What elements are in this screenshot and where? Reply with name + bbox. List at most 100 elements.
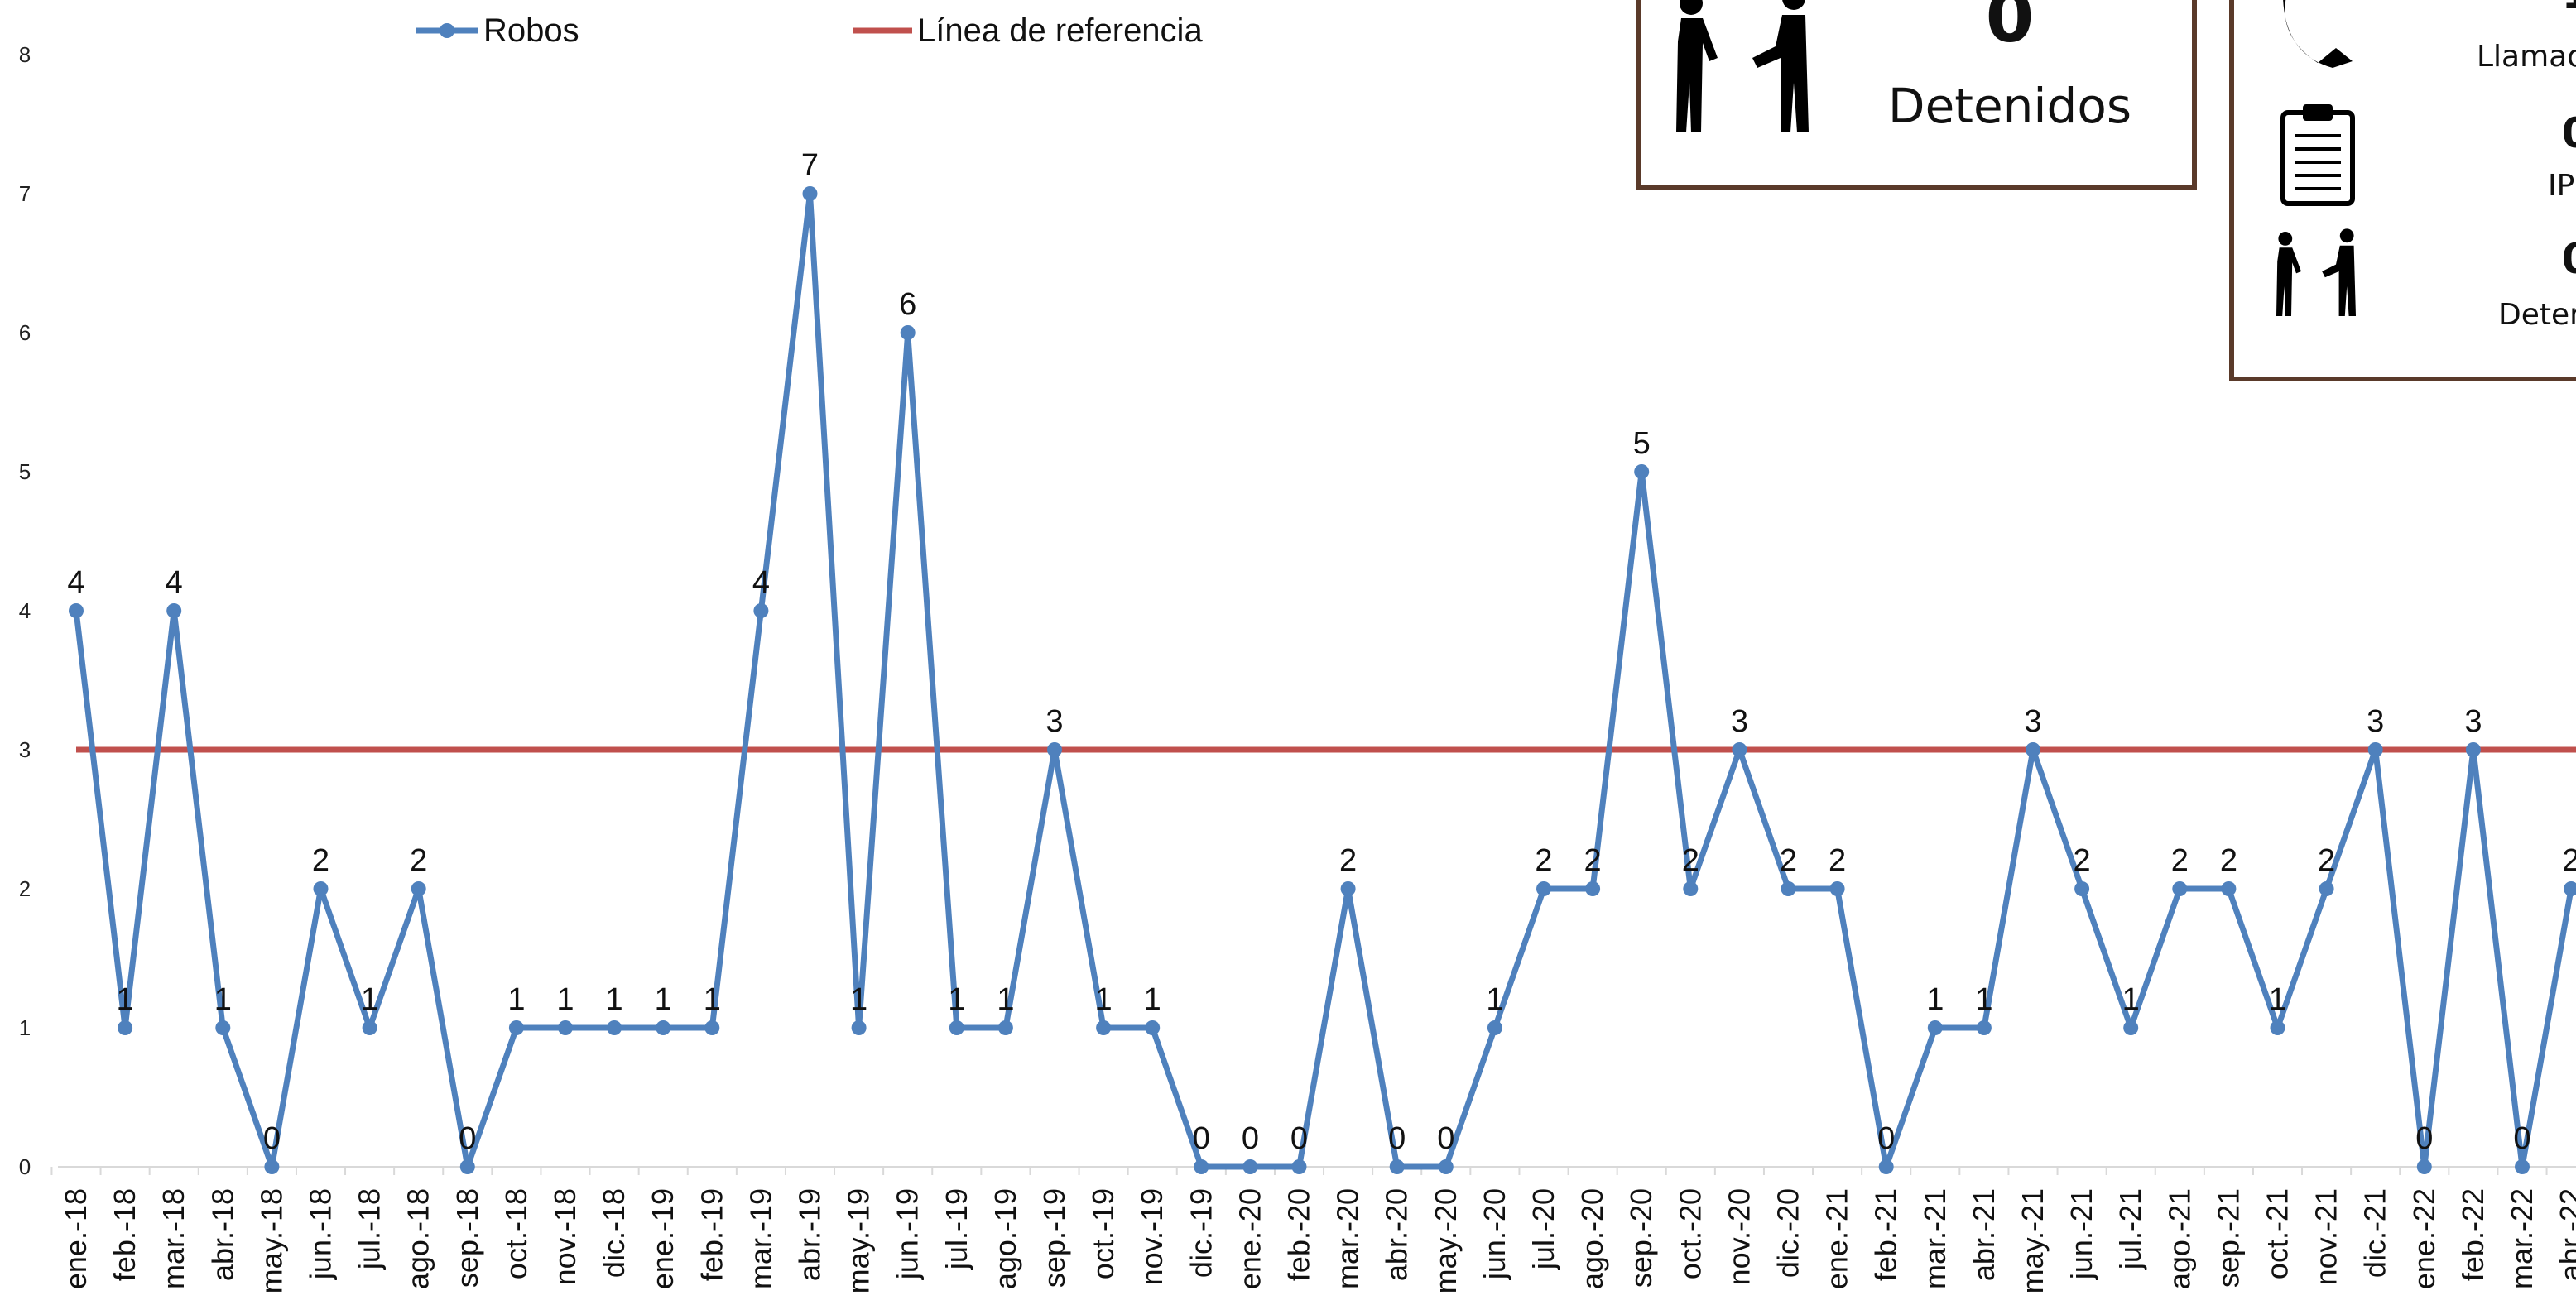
x-tick-label: dic.-21 (2358, 1188, 2392, 1278)
x-tick-label: sep.-21 (2211, 1188, 2245, 1288)
series-line-robos (73, 190, 2574, 1170)
data-point (2465, 742, 2481, 757)
x-tick-label: jun.-18 (304, 1188, 338, 1280)
data-point (264, 1159, 280, 1174)
x-tick-label: jun.-20 (1478, 1188, 1511, 1280)
data-label: 2 (410, 843, 427, 878)
x-tick-label: sep.-18 (450, 1188, 484, 1288)
x-tick-label: feb.-21 (1869, 1188, 1903, 1281)
axes-layer: 0 1 2 3 4 5 6 7 8 (19, 42, 2576, 1179)
y-tick-label: 6 (19, 320, 31, 345)
detenidos-label: Detenidos (1888, 78, 2131, 134)
data-point (1438, 1159, 1454, 1174)
series-layer (69, 186, 2576, 1174)
data-label: 2 (2074, 843, 2091, 878)
y-tick-label: 1 (19, 1015, 31, 1040)
data-label: 0 (1877, 1121, 1895, 1156)
data-label: 0 (1193, 1121, 1210, 1156)
legend-robos-label: Robos (483, 12, 579, 49)
data-point (2221, 881, 2237, 896)
x-tick-label: ene.-22 (2407, 1188, 2441, 1289)
arrest-icon (1676, 0, 1809, 132)
data-label: 0 (2513, 1121, 2530, 1156)
data-label: 1 (1926, 982, 1944, 1017)
data-label: 0 (263, 1121, 281, 1156)
y-tick-label: 2 (19, 876, 31, 901)
summary-row-3-label: Deten (2498, 298, 2576, 332)
data-point (753, 603, 769, 618)
data-point (1585, 881, 1601, 896)
data-label: 1 (214, 982, 232, 1017)
x-tick-label: dic.-18 (597, 1188, 631, 1278)
x-tick-label: abr.-20 (1380, 1188, 1414, 1281)
data-label: 1 (606, 982, 623, 1017)
y-tick-label: 3 (19, 737, 31, 762)
data-point (2416, 1159, 2432, 1174)
x-tick-label: abr.-19 (793, 1188, 827, 1281)
data-point (1145, 1020, 1161, 1035)
x-tick-label: nov.-18 (548, 1188, 582, 1285)
x-tick-label: sep.-20 (1624, 1188, 1658, 1288)
data-point (558, 1020, 573, 1035)
x-tick-label: feb.-18 (108, 1188, 142, 1281)
data-label: 0 (1437, 1121, 1454, 1156)
x-tick-label: jul.-18 (353, 1188, 387, 1270)
x-tick-label: ago.-20 (1575, 1188, 1609, 1289)
x-tick-label: oct.-19 (1086, 1188, 1120, 1279)
detenidos-card: 0 Detenidos (1636, 0, 2197, 190)
x-tick-label: ene.-20 (1233, 1188, 1266, 1289)
x-tick-label: mar.-22 (2505, 1188, 2539, 1289)
data-point (2123, 1020, 2139, 1035)
summary-row-3-value: 0 (2562, 235, 2576, 283)
data-label: 1 (997, 982, 1014, 1017)
data-label: 6 (899, 287, 916, 322)
data-point (1927, 1020, 1943, 1035)
data-label: 0 (2415, 1121, 2433, 1156)
x-tick-label: jun.-19 (891, 1188, 925, 1280)
data-point (2074, 881, 2090, 896)
data-label: 0 (1290, 1121, 1308, 1156)
x-tick-label: nov.-21 (2309, 1188, 2343, 1285)
data-label: 2 (2171, 843, 2189, 878)
summary-row-1-label: Llamad (2477, 40, 2576, 74)
x-tick-label: feb.-22 (2456, 1188, 2490, 1281)
x-tick-label: feb.-19 (694, 1188, 728, 1281)
data-label: 2 (312, 843, 329, 878)
data-point (1194, 1159, 1209, 1174)
data-label: 1 (556, 982, 574, 1017)
x-tick-label: abr.-18 (205, 1188, 239, 1281)
x-tick-label: jul.-19 (940, 1188, 973, 1270)
data-label: 2 (2318, 843, 2335, 878)
x-tick-label: jul.-21 (2113, 1188, 2147, 1270)
x-tick-label: jun.-21 (2064, 1188, 2098, 1280)
data-point (1291, 1159, 1307, 1174)
x-tick-label: abr.-22 (2554, 1188, 2576, 1281)
x-tick-label: ago.-21 (2162, 1188, 2196, 1289)
data-label: 2 (1339, 843, 1357, 878)
x-tick-label: ago.-19 (988, 1188, 1022, 1289)
data-label: 1 (850, 982, 867, 1017)
y-tick-label: 4 (19, 598, 31, 623)
data-point (1242, 1159, 1258, 1174)
data-label: 2 (1682, 843, 1699, 878)
data-point (802, 186, 818, 201)
x-tick-label: may.-21 (2016, 1188, 2050, 1293)
y-tick-label: 0 (19, 1154, 31, 1179)
data-point (459, 1159, 475, 1174)
data-label: 1 (2122, 982, 2140, 1017)
data-label: 7 (801, 148, 819, 183)
x-tick-label: abr.-21 (1967, 1188, 2001, 1281)
data-point (2515, 1159, 2530, 1174)
data-label: 4 (67, 565, 84, 600)
data-label: 1 (507, 982, 525, 1017)
detenidos-card-frame (1636, 0, 2197, 190)
arrest-icon (2276, 228, 2356, 316)
data-point (1487, 1020, 1502, 1035)
data-point (1878, 1159, 1894, 1174)
data-label: 2 (1535, 843, 1552, 878)
data-point (656, 1020, 671, 1035)
data-label: 2 (1584, 843, 1602, 878)
data-point (1829, 881, 1845, 896)
x-tick-label: oct.-18 (499, 1188, 533, 1279)
